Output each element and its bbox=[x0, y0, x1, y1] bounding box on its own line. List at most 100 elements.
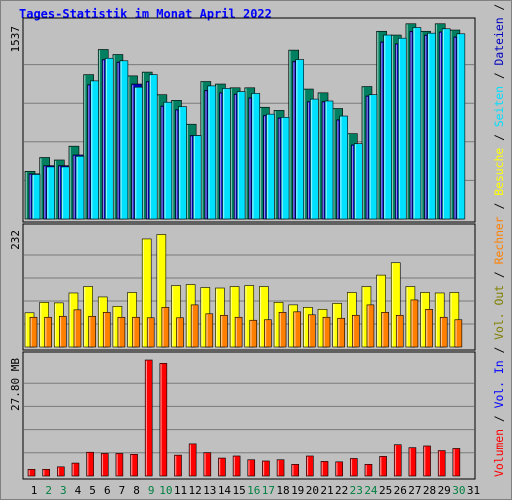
bar-visits-rechner-day-10 bbox=[161, 307, 170, 348]
bar-hits-seiten-day-24 bbox=[368, 94, 378, 220]
bar-visits-rechner-day-27 bbox=[410, 299, 419, 348]
bar-kbytes-volumen-day-23 bbox=[349, 458, 358, 477]
bar-visits-rechner-day-19 bbox=[293, 311, 302, 348]
bar-visits-rechner-day-16 bbox=[249, 319, 258, 348]
bar-visits-besuche-day-17 bbox=[259, 286, 269, 348]
legend-vol-out: Vol. Out bbox=[492, 285, 506, 340]
x-tick-label-day-23: 23 bbox=[350, 484, 363, 497]
bar-visits-rechner-day-21 bbox=[322, 316, 331, 348]
bar-visits-rechner-day-1 bbox=[29, 316, 38, 348]
legend-separator: / bbox=[492, 196, 506, 217]
bar-kbytes-volumen-day-8 bbox=[130, 454, 138, 477]
x-tick-label-day-3: 3 bbox=[60, 484, 67, 497]
bar-kbytes-volumen-day-9 bbox=[144, 359, 153, 477]
bar-hits-seiten-day-16 bbox=[251, 93, 261, 220]
bar-visits-rechner-day-3 bbox=[58, 315, 67, 348]
bar-kbytes-volumen-day-6 bbox=[100, 453, 109, 477]
legend: Volumen / Vol. In / Vol. Out / Rechner /… bbox=[492, 0, 506, 477]
x-tick-label-day-6: 6 bbox=[104, 484, 111, 497]
x-tick-label-day-24: 24 bbox=[364, 484, 378, 497]
bar-visits-besuche-day-16 bbox=[244, 285, 255, 348]
bar-hits-seiten-day-28 bbox=[427, 32, 436, 220]
bar-hits-seiten-day-5 bbox=[90, 80, 99, 220]
x-tick-label-day-14: 14 bbox=[218, 484, 232, 497]
x-tick-label-day-9: 9 bbox=[148, 484, 155, 497]
bar-kbytes-volumen-day-22 bbox=[335, 461, 343, 477]
x-tick-label-day-25: 25 bbox=[379, 484, 392, 497]
legend-separator: / bbox=[492, 0, 506, 17]
bar-kbytes-volumen-day-29 bbox=[437, 450, 446, 477]
x-tick-label-day-4: 4 bbox=[75, 484, 82, 497]
bar-kbytes-volumen-day-15 bbox=[232, 455, 241, 477]
bar-visits-rechner-day-13 bbox=[205, 313, 214, 348]
bar-kbytes-volumen-day-2 bbox=[42, 469, 50, 477]
bar-hits-seiten-day-26 bbox=[397, 37, 407, 220]
x-tick-label-day-13: 13 bbox=[203, 484, 216, 497]
x-tick-label-day-11: 11 bbox=[174, 484, 187, 497]
legend-vol-in: Vol. In bbox=[492, 360, 506, 408]
bar-hits-seiten-day-22 bbox=[339, 115, 348, 220]
panel-kbytes-border bbox=[22, 351, 476, 480]
bar-visits-rechner-day-17 bbox=[264, 319, 272, 348]
x-tick-label-day-2: 2 bbox=[45, 484, 52, 497]
legend-seiten: Seiten bbox=[492, 86, 506, 127]
bar-kbytes-volumen-day-20 bbox=[306, 455, 314, 477]
bar-visits-rechner-day-23 bbox=[351, 314, 360, 348]
bar-hits-seiten-day-6 bbox=[104, 57, 114, 220]
bar-kbytes-volumen-day-24 bbox=[364, 464, 373, 477]
x-tick-label-day-7: 7 bbox=[119, 484, 126, 497]
bar-kbytes-volumen-day-1 bbox=[27, 469, 36, 477]
bar-hits-seiten-day-11 bbox=[178, 106, 187, 220]
x-tick-label-day-29: 29 bbox=[438, 484, 451, 497]
ymax-label-kbytes: 27.80 MB bbox=[9, 358, 22, 411]
x-tick-label-day-28: 28 bbox=[423, 484, 436, 497]
x-tick-label-day-19: 19 bbox=[291, 484, 304, 497]
bar-hits-seiten-day-19 bbox=[295, 59, 305, 220]
bar-hits-seiten-day-14 bbox=[222, 88, 231, 220]
bar-visits-rechner-day-6 bbox=[102, 312, 111, 348]
bar-visits-rechner-day-8 bbox=[132, 316, 140, 348]
bar-kbytes-volumen-day-4 bbox=[71, 462, 80, 477]
bar-visits-rechner-day-14 bbox=[220, 314, 228, 348]
x-tick-label-day-10: 10 bbox=[159, 484, 172, 497]
bar-kbytes-volumen-day-25 bbox=[379, 456, 387, 477]
bar-hits-seiten-day-18 bbox=[280, 116, 290, 220]
x-tick-label-day-26: 26 bbox=[394, 484, 407, 497]
x-tick-label-day-22: 22 bbox=[335, 484, 348, 497]
bar-kbytes-volumen-day-5 bbox=[86, 451, 94, 477]
bar-hits-seiten-day-2 bbox=[46, 166, 55, 220]
bar-hits-seiten-day-10 bbox=[163, 101, 173, 220]
bar-hits-seiten-day-23 bbox=[353, 143, 363, 220]
bar-kbytes-volumen-day-26 bbox=[393, 444, 402, 477]
bar-visits-rechner-day-11 bbox=[176, 317, 184, 348]
bar-visits-rechner-day-28 bbox=[425, 309, 433, 348]
bar-kbytes-volumen-day-17 bbox=[262, 460, 270, 477]
bar-visits-rechner-day-18 bbox=[278, 312, 287, 348]
bar-visits-rechner-day-29 bbox=[439, 316, 448, 348]
bar-hits-seiten-day-7 bbox=[119, 60, 129, 220]
panel-hits-border bbox=[22, 17, 476, 223]
legend-besuche: Besuche bbox=[492, 148, 506, 196]
bar-visits-rechner-day-7 bbox=[117, 316, 126, 348]
bar-hits-seiten-day-21 bbox=[324, 100, 334, 220]
x-tick-label-day-17: 17 bbox=[262, 484, 275, 497]
bar-hits-seiten-day-29 bbox=[441, 28, 451, 220]
bar-kbytes-volumen-day-18 bbox=[276, 459, 285, 477]
bar-visits-besuche-day-26 bbox=[390, 262, 401, 348]
bar-visits-rechner-day-24 bbox=[366, 304, 375, 348]
bar-hits-seiten-day-20 bbox=[310, 98, 319, 220]
x-tick-label-day-18: 18 bbox=[276, 484, 289, 497]
legend-text: Volumen / Vol. In / Vol. Out / Rechner /… bbox=[492, 0, 506, 477]
legend-separator: / bbox=[492, 264, 506, 285]
bar-visits-rechner-day-9 bbox=[146, 317, 155, 348]
bar-hits-seiten-day-1 bbox=[31, 174, 41, 220]
legend-volumen: Volumen bbox=[492, 429, 506, 477]
bar-visits-rechner-day-22 bbox=[337, 317, 345, 348]
x-tick-label-day-31: 31 bbox=[467, 484, 480, 497]
x-tick-label-day-1: 1 bbox=[31, 484, 38, 497]
bar-kbytes-volumen-day-12 bbox=[188, 443, 197, 477]
bar-kbytes-volumen-day-10 bbox=[159, 363, 168, 477]
bar-hits-seiten-day-17 bbox=[266, 113, 275, 220]
panel-visits-border bbox=[22, 223, 476, 351]
